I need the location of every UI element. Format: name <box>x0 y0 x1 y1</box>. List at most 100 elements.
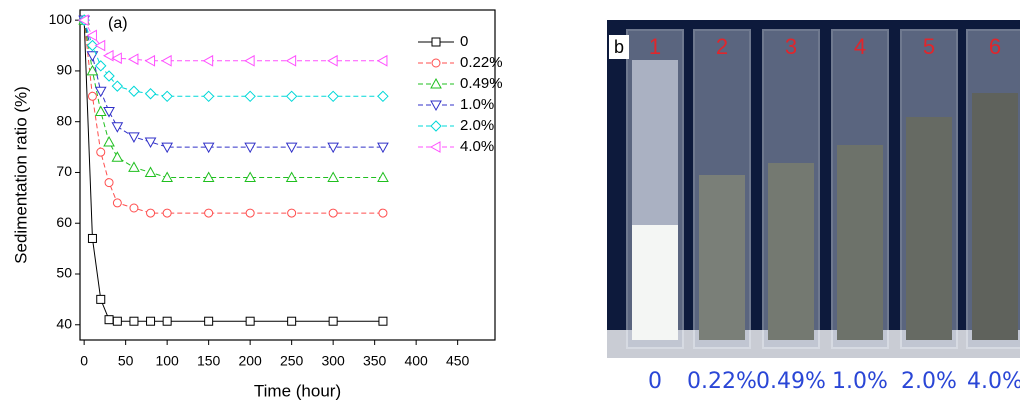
marker <box>377 142 389 154</box>
x-tick-label: 400 <box>404 353 428 369</box>
marker <box>104 315 114 325</box>
marker <box>244 171 256 183</box>
marker <box>244 90 256 103</box>
marker <box>285 54 297 67</box>
marker <box>95 60 107 72</box>
marker <box>285 171 298 183</box>
chart: 0 50 100 150 200 250 300 350 400 450 40 50 60 70 80 90 1… <box>11 9 503 400</box>
marker <box>161 171 173 183</box>
marker <box>328 316 338 326</box>
y-tick-label: 40 <box>56 315 72 331</box>
series-line <box>83 20 383 148</box>
x-tick-label: 0 <box>80 353 88 369</box>
marker <box>327 142 339 154</box>
vial-liquid <box>632 225 678 340</box>
marker <box>202 90 215 103</box>
x-tick-label: 100 <box>155 353 179 369</box>
annotation: (a) <box>108 15 128 32</box>
vial-liquid <box>768 163 814 340</box>
marker <box>103 70 115 82</box>
marker <box>144 137 157 149</box>
marker <box>377 90 389 103</box>
vial-caption: 4.0% <box>967 369 1020 394</box>
marker <box>127 53 139 66</box>
marker <box>129 316 139 326</box>
series-line <box>83 20 383 214</box>
marker <box>327 90 339 103</box>
marker <box>146 316 156 326</box>
marker <box>87 233 97 243</box>
marker <box>129 203 139 213</box>
marker <box>204 208 214 218</box>
marker <box>244 54 255 67</box>
photo-label-box <box>609 35 629 59</box>
marker <box>111 80 124 92</box>
vial-number: 2 <box>716 34 728 59</box>
legend-label: 0.49% <box>460 75 503 92</box>
marker <box>378 316 388 326</box>
marker <box>328 208 338 218</box>
vial-number: 6 <box>989 34 1001 59</box>
marker <box>378 208 388 218</box>
x-tick-label: 300 <box>321 353 345 369</box>
marker <box>287 316 297 326</box>
x-tick-label: 50 <box>118 353 134 369</box>
marker <box>112 198 122 208</box>
legend-label: 2.0% <box>460 117 494 134</box>
marker <box>161 142 173 154</box>
x-axis-label: Time (hour) <box>254 381 341 400</box>
marker <box>78 14 89 27</box>
vial-liquid <box>972 93 1018 340</box>
legend-marker <box>431 37 441 47</box>
marker <box>376 54 388 67</box>
x-tick-label: 350 <box>363 353 387 369</box>
marker <box>111 122 124 133</box>
marker <box>96 294 106 304</box>
marker <box>94 39 106 52</box>
y-tick-label: 50 <box>56 265 72 281</box>
vial-liquid <box>906 117 952 340</box>
marker <box>112 316 122 326</box>
series-line <box>83 19 383 62</box>
marker <box>144 166 157 177</box>
legend-marker <box>430 77 442 89</box>
y-tick-label: 80 <box>56 112 72 128</box>
marker <box>161 90 173 103</box>
x-tick-label: 450 <box>446 353 470 369</box>
photo: 1 0 2 0.22% 3 0.49% 4 1.0% 5 2.0% 6 4.0% <box>626 29 1020 394</box>
marker <box>128 161 140 172</box>
marker <box>86 51 99 62</box>
vial-liquid <box>837 145 883 340</box>
vial-number: 5 <box>923 34 935 59</box>
y-tick-label: 90 <box>56 62 72 78</box>
y-tick-label: 60 <box>56 214 72 230</box>
marker <box>103 49 114 62</box>
vial-number: 1 <box>649 34 661 59</box>
marker <box>111 151 124 162</box>
vial-liquid <box>699 175 745 340</box>
marker <box>327 171 339 183</box>
marker <box>103 107 115 118</box>
x-tick-label: 200 <box>238 353 262 369</box>
legend-label: 0 <box>460 33 468 50</box>
marker <box>161 54 172 67</box>
legend-label: 0.22% <box>460 54 503 71</box>
vial-cloud <box>632 60 678 225</box>
photo-label: b <box>614 37 624 57</box>
marker <box>144 54 156 67</box>
legend-marker <box>431 58 441 68</box>
marker <box>86 29 97 42</box>
marker <box>202 54 214 67</box>
marker <box>144 88 157 100</box>
marker <box>204 316 214 326</box>
marker <box>202 142 215 154</box>
marker <box>86 39 99 52</box>
marker <box>377 171 389 183</box>
marker <box>285 90 298 103</box>
y-tick-label: 70 <box>56 163 72 179</box>
marker <box>86 64 99 76</box>
plot-frame <box>79 9 496 341</box>
marker <box>162 316 172 326</box>
